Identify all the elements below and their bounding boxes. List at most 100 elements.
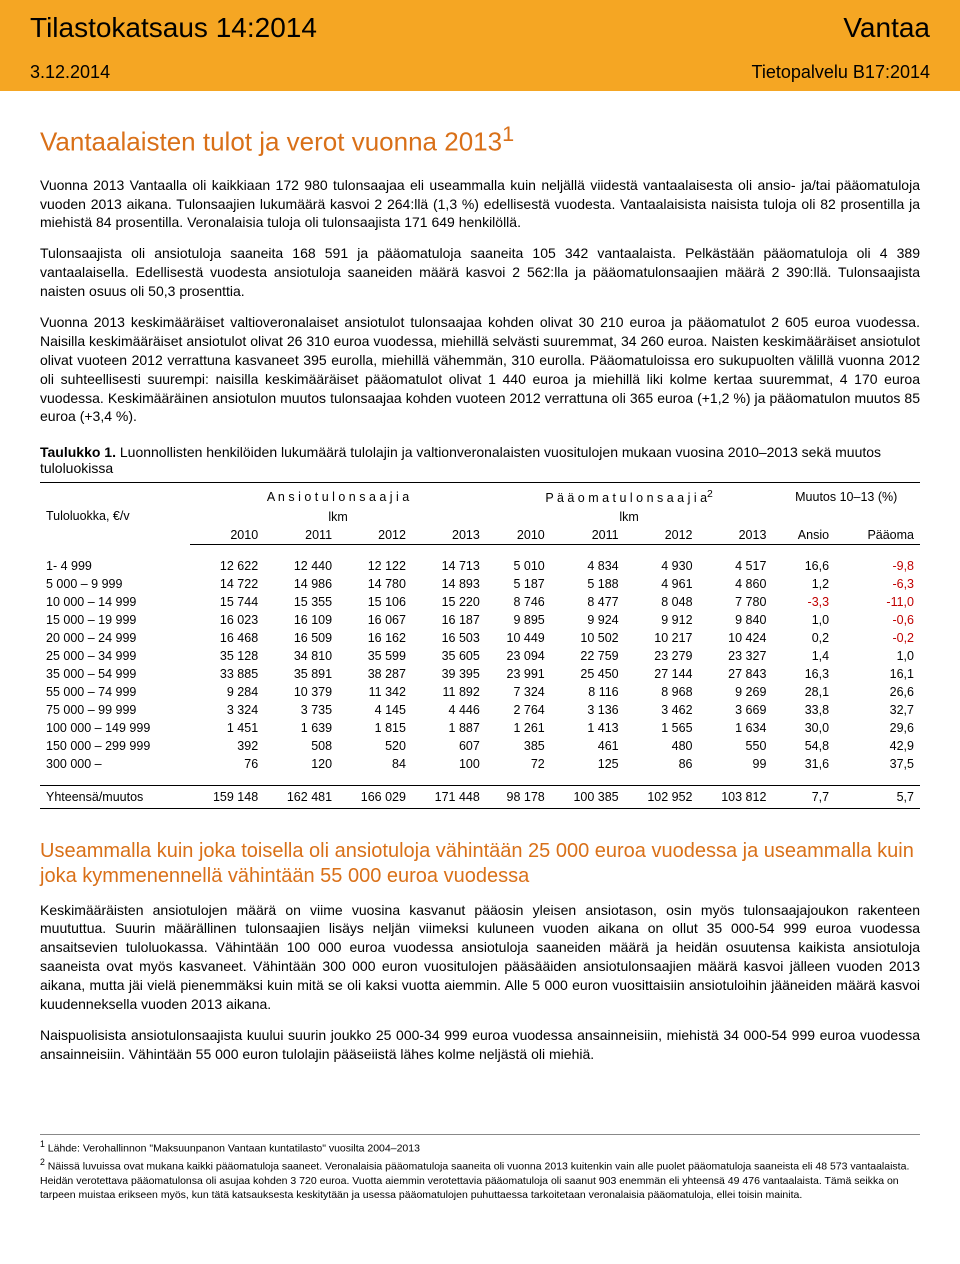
cell: 12 122 (338, 557, 412, 575)
row-label: 300 000 – (40, 755, 190, 773)
cell: 10 379 (264, 683, 338, 701)
th-lkm-a: lkm (190, 508, 486, 526)
cell: 7,7 (772, 785, 835, 808)
cell: 12 440 (264, 557, 338, 575)
th-y: 2012 (338, 526, 412, 545)
cell: 22 759 (551, 647, 625, 665)
cell: 1,0 (772, 611, 835, 629)
content: Vantaalaisten tulot ja verot vuonna 2013… (0, 91, 960, 1224)
cell: 25 450 (551, 665, 625, 683)
cell: 16 509 (264, 629, 338, 647)
cell: 12 622 (190, 557, 264, 575)
title-sup: 1 (502, 121, 514, 146)
cell: 480 (625, 737, 699, 755)
cell: 23 991 (486, 665, 551, 683)
th-lkm-p: lkm (486, 508, 773, 526)
cell: 1,4 (772, 647, 835, 665)
header-left-2: 3.12.2014 (30, 62, 110, 83)
table-row: 5 000 – 9 99914 72214 98614 78014 8935 1… (40, 575, 920, 593)
cell: 4 930 (625, 557, 699, 575)
cell: -6,3 (835, 575, 920, 593)
cell: 54,8 (772, 737, 835, 755)
footnote-1: 1 Lähde: Verohallinnon "Maksuunpanon Van… (40, 1139, 920, 1156)
para-1: Vuonna 2013 Vantaalla oli kaikkiaan 172 … (40, 176, 920, 233)
cell: 607 (412, 737, 486, 755)
th-m: Pääoma (835, 526, 920, 545)
cell: -9,8 (835, 557, 920, 575)
cell: 10 424 (699, 629, 773, 647)
cell: 5 187 (486, 575, 551, 593)
table-row: 150 000 – 299 99939250852060738546148055… (40, 737, 920, 755)
cell: 35 605 (412, 647, 486, 665)
cell: 28,1 (772, 683, 835, 701)
cell: 1,2 (772, 575, 835, 593)
cell: 461 (551, 737, 625, 755)
cell: 16 187 (412, 611, 486, 629)
cell: 9 269 (699, 683, 773, 701)
cell: 8 968 (625, 683, 699, 701)
cell: 26,6 (835, 683, 920, 701)
cell: 84 (338, 755, 412, 773)
th-group-p-sup: 2 (707, 489, 713, 500)
cell: 86 (625, 755, 699, 773)
cell: 159 148 (190, 785, 264, 808)
cell: 1 451 (190, 719, 264, 737)
th-group-m: Muutos 10–13 (%) (772, 483, 920, 508)
table-row: 25 000 – 34 99935 12834 81035 59935 6052… (40, 647, 920, 665)
cell: 385 (486, 737, 551, 755)
subhead: Useammalla kuin joka toisella oli ansiot… (40, 839, 920, 889)
row-label: 5 000 – 9 999 (40, 575, 190, 593)
cell: 9 284 (190, 683, 264, 701)
table1-caption: Taulukko 1. Luonnollisten henkilöiden lu… (40, 444, 920, 476)
row-label: 20 000 – 24 999 (40, 629, 190, 647)
row-label: 25 000 – 34 999 (40, 647, 190, 665)
cell: 120 (264, 755, 338, 773)
cell: 1 887 (412, 719, 486, 737)
cell: 5,7 (835, 785, 920, 808)
cell: 33 885 (190, 665, 264, 683)
cell: 7 780 (699, 593, 773, 611)
para-5: Naispuolisista ansiotulonsaajista kuului… (40, 1026, 920, 1064)
cell: 16,3 (772, 665, 835, 683)
cell: 15 355 (264, 593, 338, 611)
th-y: 2011 (264, 526, 338, 545)
cell: 16 109 (264, 611, 338, 629)
title-text: Vantaalaisten tulot ja verot vuonna 2013 (40, 127, 502, 157)
page-title: Vantaalaisten tulot ja verot vuonna 2013… (40, 121, 920, 158)
cell: 3 324 (190, 701, 264, 719)
cell: 34 810 (264, 647, 338, 665)
cell: 27 843 (699, 665, 773, 683)
cell: 9 895 (486, 611, 551, 629)
cell: 15 220 (412, 593, 486, 611)
table-row: 100 000 – 149 9991 4511 6391 8151 8871 2… (40, 719, 920, 737)
row-label: 10 000 – 14 999 (40, 593, 190, 611)
table-row: 75 000 – 99 9993 3243 7354 1454 4462 764… (40, 701, 920, 719)
cell: 23 279 (625, 647, 699, 665)
cell: 102 952 (625, 785, 699, 808)
cell: 1 634 (699, 719, 773, 737)
cell: -0,2 (835, 629, 920, 647)
table1-caption-text: Luonnollisten henkilöiden lukumäärä tulo… (40, 444, 881, 476)
cell: 166 029 (338, 785, 412, 808)
cell: 23 327 (699, 647, 773, 665)
footnote-2: 2 Näissä luvuissa ovat mukana kaikki pää… (40, 1157, 920, 1202)
row-label: 15 000 – 19 999 (40, 611, 190, 629)
cell: 30,0 (772, 719, 835, 737)
cell: 35 891 (264, 665, 338, 683)
cell: 15 106 (338, 593, 412, 611)
cell: 8 477 (551, 593, 625, 611)
header-right-1: Vantaa (843, 12, 930, 44)
cell: 8 746 (486, 593, 551, 611)
cell: 9 912 (625, 611, 699, 629)
cell: 392 (190, 737, 264, 755)
cell: 3 669 (699, 701, 773, 719)
cell: 162 481 (264, 785, 338, 808)
row-label: 150 000 – 299 999 (40, 737, 190, 755)
cell: 4 961 (625, 575, 699, 593)
cell: 42,9 (835, 737, 920, 755)
table-row: 10 000 – 14 99915 74415 35515 10615 2208… (40, 593, 920, 611)
cell: 8 116 (551, 683, 625, 701)
cell: 125 (551, 755, 625, 773)
para-3: Vuonna 2013 keskimääräiset valtioveronal… (40, 313, 920, 426)
cell: 9 840 (699, 611, 773, 629)
